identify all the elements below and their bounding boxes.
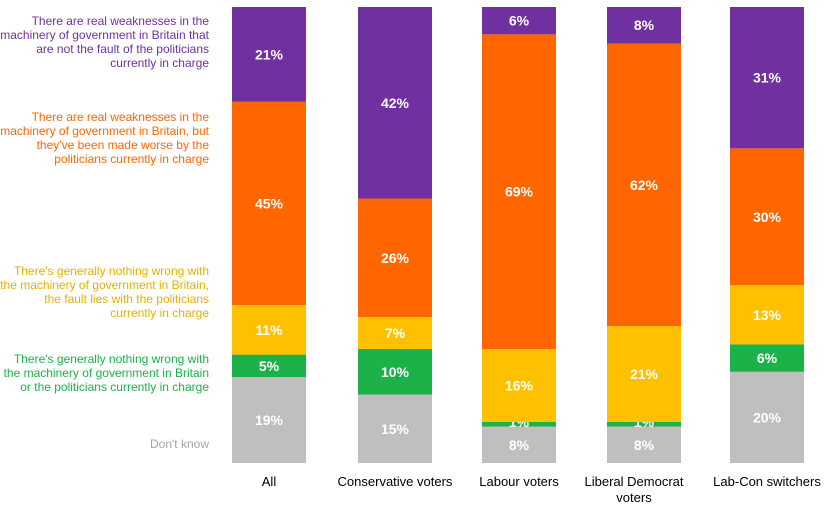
bar-segment-conservative-voters-series-3 [358,198,432,318]
data-label-labour-voters-series-0: 8% [509,437,530,453]
bar-segment-liberal-democrat-voters-series-1 [607,421,681,427]
bar-segment-labour-voters-series-3 [482,34,556,350]
legend-label-nothing-wrong-fault-politicians: There's generally nothing wrong with the… [0,264,209,320]
category-label-conservative-voters: Conservative voters [337,474,453,489]
bar-segment-conservative-voters-series-4 [358,7,432,199]
data-label-liberal-democrat-voters-series-2: 21% [630,366,659,382]
bar-segment-lab-con-switchers-series-3 [730,148,804,286]
category-label-liberal-democrat-voters: Liberal Democrat voters [584,474,684,505]
bar-segment-all-series-2 [232,304,306,355]
legend-label-weakness-made-worse: There are real weaknesses in the machine… [0,110,209,166]
bar-segment-liberal-democrat-voters-series-4 [607,7,681,44]
bar-segment-lab-con-switchers-series-2 [730,285,804,345]
category-label-lab-con-switchers: Lab-Con switchers [713,474,821,489]
data-label-all-series-3: 45% [255,195,284,211]
bar-segment-lab-con-switchers-series-0 [730,371,804,463]
bar-segment-labour-voters-series-2 [482,349,556,422]
data-label-conservative-voters-series-1: 10% [381,364,410,380]
data-label-conservative-voters-series-4: 42% [381,95,410,111]
data-label-conservative-voters-series-2: 7% [385,325,406,341]
bar-segment-all-series-1 [232,354,306,378]
bar-segment-liberal-democrat-voters-series-2 [607,326,681,422]
data-label-lab-con-switchers-series-4: 31% [753,70,782,86]
data-label-labour-voters-series-3: 69% [505,184,534,200]
bar-segment-lab-con-switchers-series-1 [730,344,804,372]
data-label-lab-con-switchers-series-2: 13% [753,307,782,323]
data-label-conservative-voters-series-3: 26% [381,250,410,266]
bar-segment-labour-voters-series-4 [482,7,556,35]
bar-segment-labour-voters-series-1 [482,421,556,427]
bar-segment-all-series-3 [232,101,306,305]
bar-segment-conservative-voters-series-2 [358,317,432,349]
category-label-all: All [261,474,277,489]
bar-segment-all-series-0 [232,377,306,463]
data-label-lab-con-switchers-series-3: 30% [753,209,782,225]
data-label-all-series-4: 21% [255,46,284,62]
bar-segment-all-series-4 [232,7,306,102]
data-label-labour-voters-series-2: 16% [505,377,534,393]
legend-label-dont-know: Don't know [150,437,209,451]
bar-segment-labour-voters-series-0 [482,426,556,463]
data-label-liberal-democrat-voters-series-3: 62% [630,177,659,193]
data-label-liberal-democrat-voters-series-4: 8% [634,17,655,33]
bar-segment-liberal-democrat-voters-series-0 [607,426,681,463]
bar-segment-liberal-democrat-voters-series-3 [607,43,681,327]
data-label-all-series-2: 11% [255,322,283,338]
category-label-labour-voters: Labour voters [479,474,559,489]
data-label-labour-voters-series-4: 6% [509,13,530,29]
legend-label-nothing-wrong: There's generally nothing wrong with the… [3,352,209,394]
data-label-liberal-democrat-voters-series-0: 8% [634,437,655,453]
data-label-lab-con-switchers-series-0: 20% [753,409,782,425]
data-label-conservative-voters-series-0: 15% [381,421,410,437]
bar-segment-lab-con-switchers-series-4 [730,7,804,149]
legend-label-weakness-not-politicians: There are real weaknesses in the machine… [0,14,209,70]
data-label-all-series-0: 19% [255,412,284,428]
data-label-all-series-1: 5% [259,358,280,374]
bar-segment-conservative-voters-series-1 [358,349,432,395]
bar-segment-conservative-voters-series-0 [358,394,432,463]
data-label-lab-con-switchers-series-1: 6% [757,350,778,366]
